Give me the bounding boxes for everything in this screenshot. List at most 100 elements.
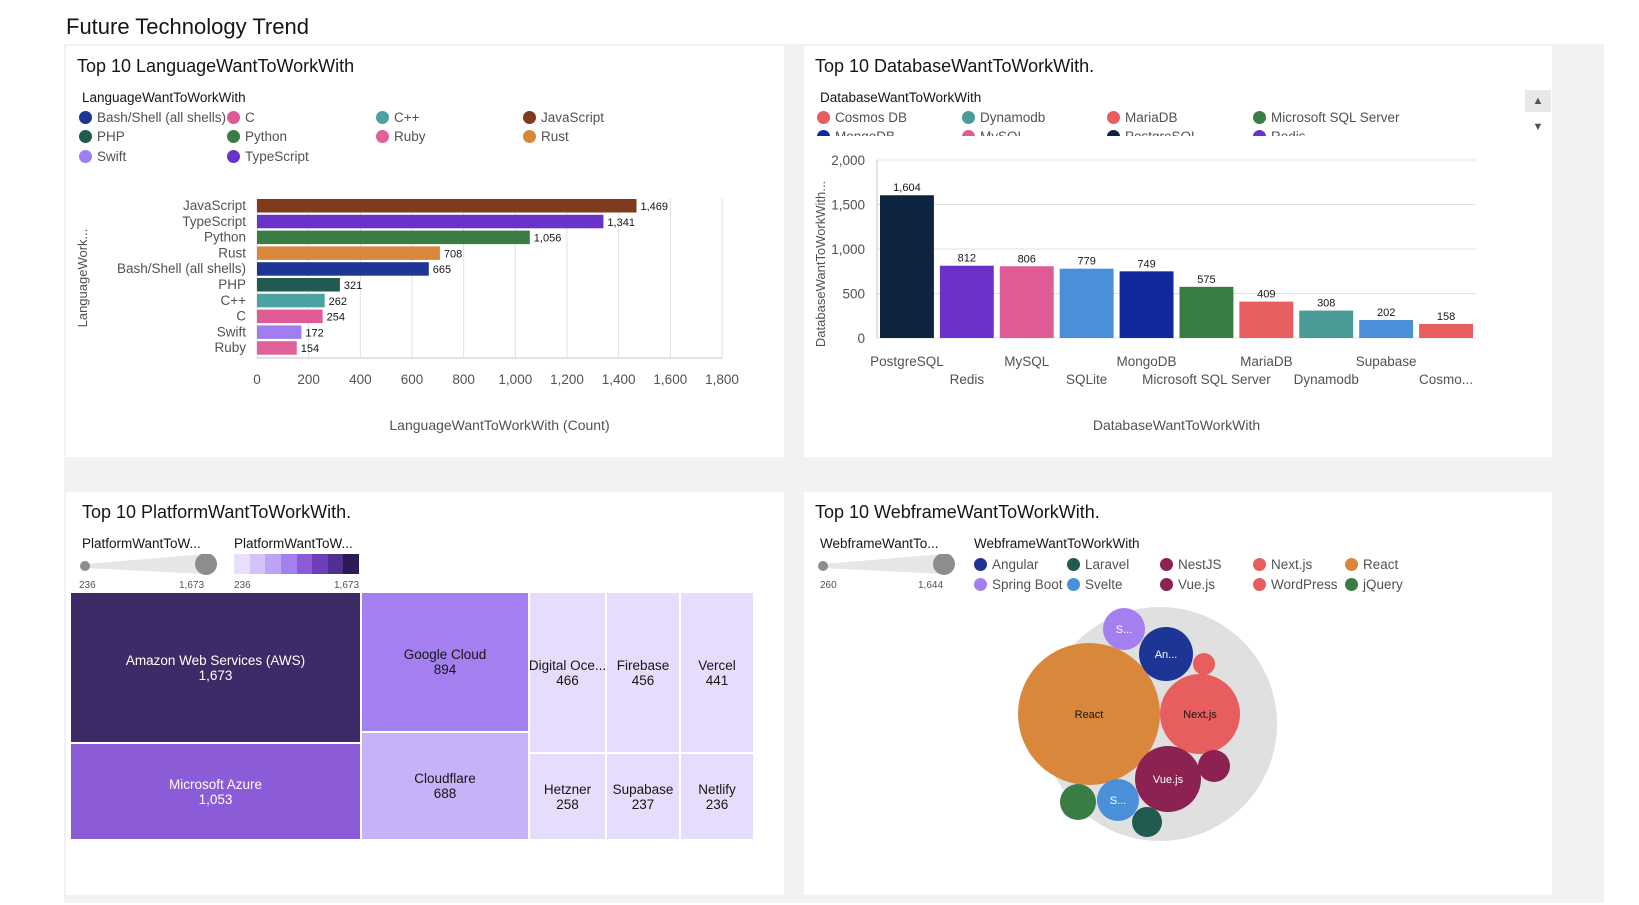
webframe-legend-item-nestjs[interactable]: NestJS (1160, 555, 1222, 573)
legend-swatch (1107, 130, 1120, 136)
language-legend-item-bash-shell-all-shells[interactable]: Bash/Shell (all shells) (79, 108, 226, 126)
webframe-size-legend-title: WebframeWantTo... (820, 536, 939, 551)
bubble-an[interactable] (1139, 627, 1193, 681)
x-category-label: Supabase (1356, 354, 1417, 369)
webframe-legend-item-jquery[interactable]: jQuery (1345, 575, 1403, 593)
bubble-react[interactable] (1018, 643, 1160, 785)
bar-cosmo[interactable] (1419, 323, 1474, 338)
y-category-label: TypeScript (182, 214, 246, 229)
language-legend-item-c[interactable]: C++ (376, 108, 420, 126)
language-legend-item-rust[interactable]: Rust (523, 128, 569, 146)
language-bar-chart: 0 200 400 600 800 1,000 1,200 1,400 1,600 1,800 Ja… (75, 198, 739, 433)
legend-label: Ruby (394, 129, 426, 144)
bubble-s[interactable] (1103, 608, 1145, 650)
bar-rust[interactable] (257, 246, 440, 260)
bubble-unlabeled-7[interactable] (1132, 807, 1162, 837)
bubble-vue-js[interactable] (1135, 746, 1201, 812)
legend-swatch (523, 110, 536, 124)
bar-c[interactable] (257, 293, 325, 308)
bar-python[interactable] (257, 230, 530, 245)
webframe-size-legend-max-dot (933, 554, 955, 575)
language-legend-item-python[interactable]: Python (227, 128, 287, 146)
webframe-legend-item-next-js[interactable]: Next.js (1253, 555, 1312, 573)
bar-mariadb[interactable] (1239, 301, 1294, 338)
treemap-cell-digital-oce[interactable]: Digital Oce... 466 (529, 592, 606, 753)
database-legend-item-mariadb[interactable]: MariaDB (1107, 108, 1178, 126)
platform-color-scale (234, 554, 359, 574)
language-legend-item-swift[interactable]: Swift (79, 147, 126, 165)
bar-sqlite[interactable] (1059, 268, 1114, 338)
bar-supabase[interactable] (1359, 320, 1414, 338)
bar-c[interactable] (257, 309, 323, 324)
treemap-cell-hetzner[interactable]: Hetzner 258 (529, 753, 606, 840)
bar-javascript[interactable] (257, 199, 637, 213)
legend-swatch (962, 110, 975, 124)
webframe-legend-item-react[interactable]: React (1345, 555, 1398, 573)
database-legend-item-mongodb[interactable]: MongoDB (817, 128, 895, 136)
database-legend-item-cosmos-db[interactable]: Cosmos DB (817, 108, 907, 126)
treemap-cell-value: 1,053 (198, 791, 233, 807)
webframe-legend-item-vue-js[interactable]: Vue.js (1160, 575, 1215, 593)
bar-ruby[interactable] (257, 341, 297, 355)
webframe-legend-item-wordpress[interactable]: WordPress (1253, 575, 1338, 593)
database-legend-item-mysql[interactable]: MySQL (962, 128, 1025, 136)
database-legend-item-redis[interactable]: Redis (1253, 128, 1306, 136)
webframe-legend-item-angular[interactable]: Angular (974, 555, 1039, 573)
database-panel-title: Top 10 DatabaseWantToWorkWith. (815, 56, 1095, 76)
webframe-size-legend-wedge (823, 554, 944, 574)
webframe-legend-item-laravel[interactable]: Laravel (1067, 555, 1129, 573)
bar-php[interactable] (257, 278, 340, 292)
bubble-next-js[interactable] (1160, 674, 1240, 754)
bar-mysql[interactable] (999, 266, 1054, 338)
bar-microsoft-sql-server[interactable] (1179, 286, 1234, 338)
legend-label: Bash/Shell (all shells) (97, 109, 227, 125)
database-legend-item-microsoft-sql-server[interactable]: Microsoft SQL Server (1253, 108, 1400, 126)
bubble-unlabeled-6[interactable] (1060, 784, 1096, 820)
webframe-legend-item-svelte[interactable]: Svelte (1067, 575, 1123, 593)
treemap-cell-firebase[interactable]: Firebase 456 (606, 592, 680, 753)
bar-typescript[interactable] (257, 214, 604, 229)
language-legend-item-javascript[interactable]: JavaScript (523, 108, 604, 126)
language-legend-item-c[interactable]: C (227, 108, 255, 126)
bar-mongodb[interactable] (1119, 271, 1174, 338)
webframe-panel: Top 10 WebframeWantToWorkWith. WebframeW… (804, 492, 1552, 895)
treemap-cell-microsoft-azure[interactable]: Microsoft Azure 1,053 (70, 743, 361, 840)
y-category-label: Ruby (214, 340, 246, 355)
platform-size-min: 236 (79, 580, 96, 591)
bar-swift[interactable] (257, 325, 302, 339)
bar-dynamodb[interactable] (1299, 310, 1354, 338)
bar-value-label: 154 (301, 343, 319, 355)
bar-redis[interactable] (939, 265, 994, 338)
treemap-cell-cloudflare[interactable]: Cloudflare 688 (361, 732, 529, 840)
treemap-cell-netlify[interactable]: Netlify 236 (680, 753, 754, 840)
bar-value-label: 1,604 (893, 182, 921, 194)
legend-scroll-down-button[interactable]: ▼ (1525, 116, 1551, 138)
treemap-cell-supabase[interactable]: Supabase 237 (606, 753, 680, 840)
language-legend-item-php[interactable]: PHP (79, 128, 125, 146)
language-legend-item-typescript[interactable]: TypeScript (227, 147, 309, 165)
bar-value-label: 308 (1317, 298, 1335, 310)
legend-label: MySQL (980, 129, 1025, 136)
color-step-2 (249, 554, 266, 574)
bar-bash-shell-all-shells[interactable] (257, 262, 429, 276)
bar-value-label: 708 (444, 248, 462, 260)
treemap-cell-google-cloud[interactable]: Google Cloud 894 (361, 592, 529, 732)
color-step-7 (327, 554, 344, 574)
webframe-legend-item-spring-boot[interactable]: Spring Boot (974, 575, 1063, 593)
language-legend-item-ruby[interactable]: Ruby (376, 128, 426, 146)
legend-swatch (1067, 577, 1080, 591)
webframe-size-legend-min-dot (818, 561, 828, 571)
x-tick-label: 400 (349, 372, 372, 387)
database-legend-item-postgresql[interactable]: PostgreSQL (1107, 128, 1199, 136)
treemap-cell-vercel[interactable]: Vercel 441 (680, 592, 754, 753)
platform-size-legend (80, 554, 217, 575)
bubble-s[interactable] (1097, 779, 1139, 821)
bar-postgresql[interactable] (879, 195, 934, 338)
legend-label: Dynamodb (980, 109, 1046, 125)
webframe-size-legend (818, 554, 955, 575)
bubble-unlabeled-8[interactable] (1198, 750, 1230, 782)
bubble-unlabeled-9[interactable] (1193, 653, 1215, 675)
database-legend-item-dynamodb[interactable]: Dynamodb (962, 108, 1045, 126)
legend-scroll-up-button[interactable]: ▲ (1525, 90, 1551, 112)
treemap-cell-amazon-web-services-aws[interactable]: Amazon Web Services (AWS) 1,673 (70, 592, 361, 743)
